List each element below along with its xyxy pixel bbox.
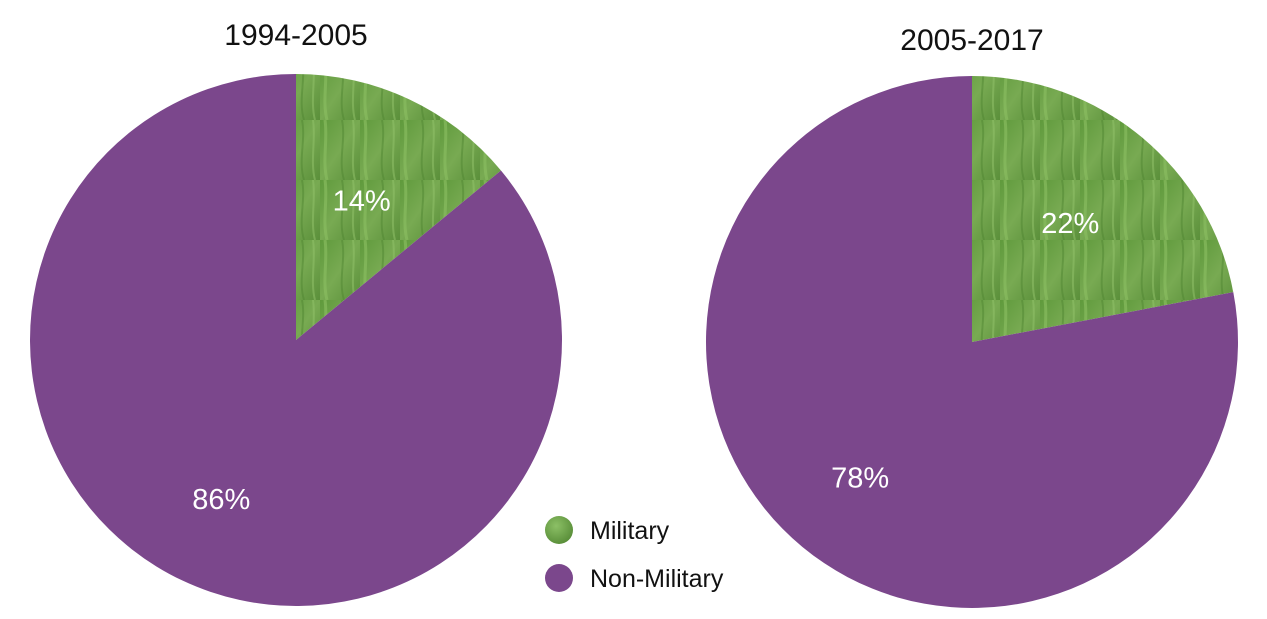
pie-chart-1994-2005: 1994-2005 14% 86% xyxy=(29,19,562,606)
pie-chart-2005-2017: 2005-2017 22% 78% xyxy=(705,24,1238,608)
legend-label-non-military: Non-Military xyxy=(590,565,724,593)
pie-slice-non-military xyxy=(29,73,562,606)
chart-title: 1994-2005 xyxy=(224,19,367,52)
slice-label-non-military: 86% xyxy=(192,484,250,516)
chart-title: 2005-2017 xyxy=(900,24,1043,57)
pie-slice-non-military xyxy=(705,76,1238,608)
legend-label-military: Military xyxy=(590,517,670,545)
slice-label-military: 22% xyxy=(1041,208,1099,240)
legend: Military Non-Military xyxy=(545,516,724,593)
pie-slice-military xyxy=(296,74,501,340)
pie-slice-military xyxy=(972,76,1234,342)
legend-swatch-non-military xyxy=(545,564,573,592)
slice-label-military: 14% xyxy=(333,185,391,217)
slice-label-non-military: 78% xyxy=(831,462,889,494)
legend-swatch-military xyxy=(545,516,573,544)
